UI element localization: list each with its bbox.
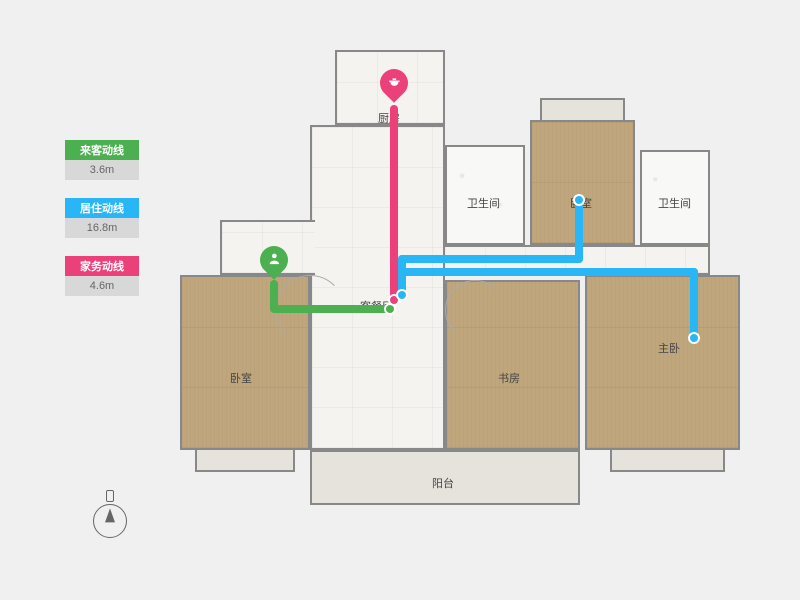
legend-item-guest: 来客动线 3.6m bbox=[65, 140, 139, 180]
legend-value: 3.6m bbox=[65, 160, 139, 180]
balcony-ext-left bbox=[195, 450, 295, 472]
path-guest bbox=[270, 305, 390, 313]
pot-icon bbox=[387, 75, 401, 92]
legend-item-living: 居住动线 16.8m bbox=[65, 198, 139, 238]
legend-color: 居住动线 bbox=[65, 198, 139, 218]
balcony-ext-top bbox=[540, 98, 625, 120]
room-bath2 bbox=[640, 150, 710, 245]
path-living bbox=[690, 268, 698, 338]
marker-guest bbox=[260, 246, 288, 282]
marker-housework bbox=[380, 69, 408, 105]
path-living bbox=[575, 200, 583, 263]
path-end bbox=[573, 194, 585, 206]
path-housework bbox=[390, 105, 398, 300]
legend-color: 家务动线 bbox=[65, 256, 139, 276]
floorplan: 厨房 客餐厅 卫生间 卧室 卫生间 卧室 书房 主卧 阳台 bbox=[180, 50, 780, 540]
path-living bbox=[398, 268, 698, 276]
compass-icon bbox=[90, 490, 130, 545]
balcony-ext-right bbox=[610, 450, 725, 472]
legend-value: 4.6m bbox=[65, 276, 139, 296]
room-master bbox=[585, 275, 740, 450]
room-balcony bbox=[310, 450, 580, 505]
legend-item-housework: 家务动线 4.6m bbox=[65, 256, 139, 296]
legend-value: 16.8m bbox=[65, 218, 139, 238]
path-living bbox=[398, 255, 583, 263]
path-end bbox=[396, 289, 408, 301]
person-icon bbox=[267, 252, 281, 269]
room-bath1 bbox=[445, 145, 525, 245]
path-end bbox=[688, 332, 700, 344]
legend-color: 来客动线 bbox=[65, 140, 139, 160]
legend: 来客动线 3.6m 居住动线 16.8m 家务动线 4.6m bbox=[65, 140, 139, 296]
